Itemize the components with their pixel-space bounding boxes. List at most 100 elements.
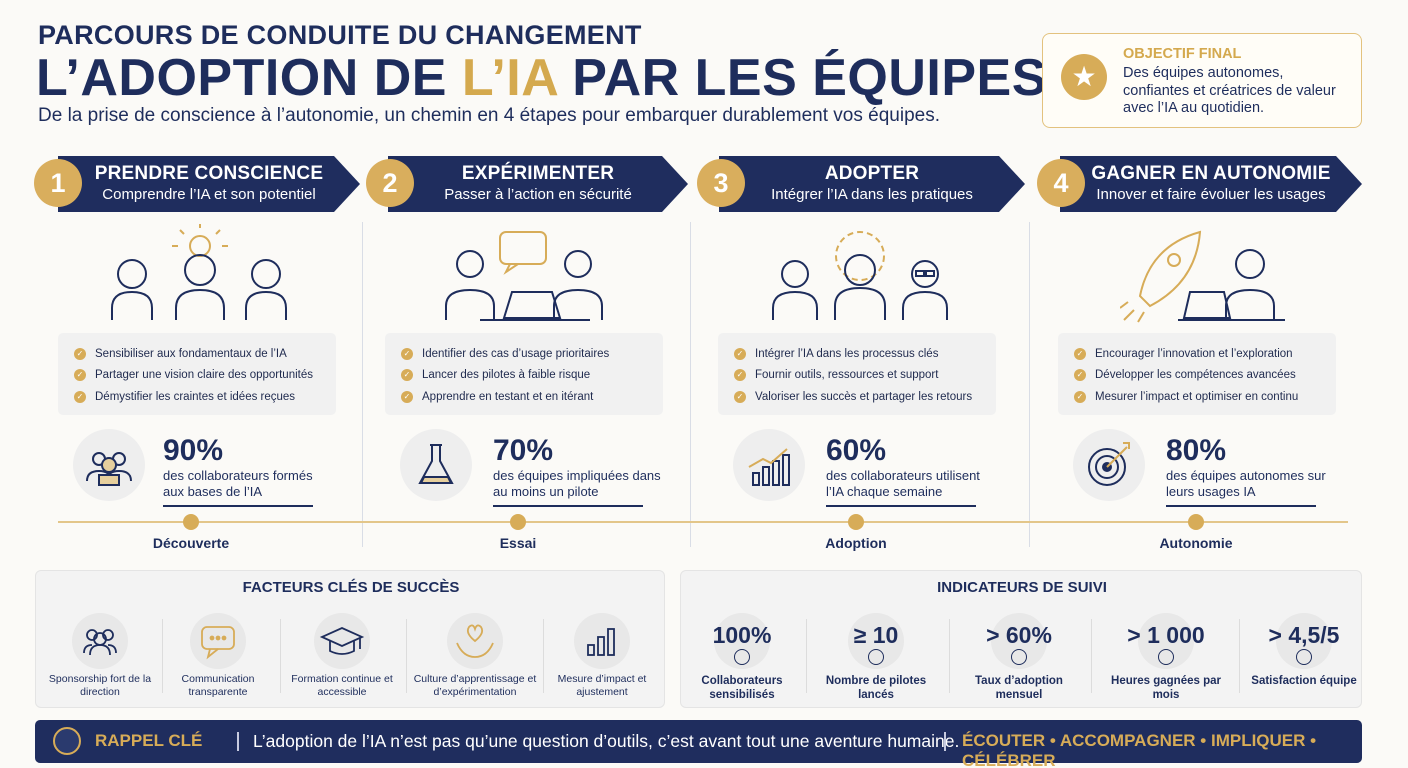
column-divider: [1029, 222, 1030, 547]
step-1-number: 1: [34, 159, 82, 207]
stage-label: Autonomie: [1159, 535, 1233, 551]
step-3-number: 3: [697, 159, 745, 207]
underline: [493, 505, 643, 507]
underline: [1166, 505, 1316, 507]
step-4-number: 4: [1037, 159, 1085, 207]
list-item: ✓ Encourager l’innovation et l’exploratio…: [1074, 343, 1336, 365]
reminder-motto: ÉCOUTER • ACCOMPAGNER • IMPLIQUER • CÉLÉ…: [962, 731, 1317, 768]
step-2-stat-text: des équipes impliquées dans au moins un …: [493, 468, 661, 499]
factor-label: Culture d’apprentissage et d’expérimenta…: [413, 673, 537, 698]
list-item-label: Partager une vision claire des opportuni…: [95, 369, 313, 382]
kpi-glyph-icon: [868, 649, 884, 665]
reminder-label: RAPPEL CLÉ: [95, 731, 203, 750]
kpi-glyph-icon: [1158, 649, 1174, 665]
check-icon: ✓: [401, 347, 413, 360]
step-2-title: EXPÉRIMENTER: [461, 163, 615, 184]
timeline-dot: [510, 514, 526, 530]
leaders-icon: [72, 613, 128, 669]
check-icon: ✓: [734, 390, 746, 403]
column-divider: [690, 222, 691, 547]
underline: [826, 505, 976, 507]
step-3-title: ADOPTER: [824, 163, 920, 184]
list-item-label: Fournir outils, ressources et support: [755, 369, 939, 382]
check-icon: ✓: [734, 369, 746, 382]
kpi-item: > 1 000 Heures gagnées par mois: [1108, 613, 1224, 702]
check-icon: ✓: [74, 347, 86, 360]
column-divider: [362, 222, 363, 547]
kpi-value: > 4,5/5: [1268, 622, 1340, 648]
factor-label: Formation continue et accessible: [291, 673, 393, 698]
heart-hands-icon: [447, 613, 503, 669]
factor-item: Sponsorship fort de la direction: [36, 613, 164, 699]
people-lightbulb-icon: [100, 224, 300, 324]
step-4-checklist: ✓ Encourager l’innovation et l’exploratio…: [1058, 333, 1336, 415]
star-icon: ★: [1061, 54, 1107, 100]
timeline: [58, 521, 1348, 523]
step-4-subtitle: Innover et faire évoluer les usages: [1096, 186, 1326, 203]
separator: [806, 619, 807, 693]
group-icon: [73, 429, 145, 501]
kpi-value: > 60%: [986, 622, 1052, 648]
bar-chart-icon: [574, 613, 630, 669]
separator: [949, 619, 950, 693]
list-item: ✓ Lancer des pilotes à faible risque: [401, 365, 663, 387]
flask-icon: [400, 429, 472, 501]
step-4-title: GAGNER EN AUTONOMIE: [1091, 163, 1331, 184]
list-item-label: Valoriser les succès et partager les ret…: [755, 390, 973, 403]
check-icon: ✓: [1074, 369, 1086, 382]
rocket-laptop-icon: [1119, 226, 1290, 326]
kpi-label: Satisfaction équipe: [1251, 675, 1357, 687]
objective-label: OBJECTIF FINAL: [1123, 46, 1242, 62]
step-3-banner: ADOPTER Intégrer l’IA dans les pratiques: [719, 156, 1025, 212]
lightbulb-icon: [53, 727, 81, 755]
step-2-subtitle: Passer à l’action en sécurité: [444, 186, 632, 203]
step-2-checklist: ✓ Identifier des cas d’usage prioritaires…: [385, 333, 663, 415]
kpi-value: ≥ 10: [853, 622, 899, 648]
list-item-label: Développer les compétences avancées: [1095, 369, 1296, 382]
kpi-label: Taux d’adoption mensuel: [975, 675, 1063, 701]
list-item-label: Intégrer l’IA dans les processus clés: [755, 347, 939, 360]
graduation-cap-icon: [314, 613, 370, 669]
check-icon: ✓: [74, 369, 86, 382]
kpi-glyph-icon: [1011, 649, 1027, 665]
kpi-item: > 60% Taux d’adoption mensuel: [961, 613, 1077, 702]
list-item: ✓ Apprendre en testant et en itérant: [401, 386, 663, 408]
kpi-value: > 1 000: [1127, 622, 1205, 648]
list-item-label: Démystifier les craintes et idées reçues: [95, 390, 296, 403]
underline: [163, 505, 313, 507]
separator: [543, 619, 544, 693]
list-item: ✓ Démystifier les craintes et idées reçue…: [74, 386, 336, 408]
stage-label: Découverte: [152, 535, 230, 551]
title-part2: PAR LES ÉQUIPES: [557, 49, 1047, 107]
factor-item: Formation continue et accessible: [278, 613, 406, 699]
success-factors-panel: FACTEURS CLÉS DE SUCCÈS Sponsorship fort…: [35, 570, 665, 708]
factor-item: Communication transparente: [154, 613, 282, 699]
objective-box: ★ OBJECTIF FINAL Des équipes autonomes, …: [1042, 33, 1362, 128]
step-1-checklist: ✓ Sensibiliser aux fondamentaux de l’IA ✓…: [58, 333, 336, 415]
step-3-checklist: ✓ Intégrer l’IA dans les processus clés ✓…: [718, 333, 996, 415]
kpi-glyph-icon: [1296, 649, 1312, 665]
title-part1: L’ADOPTION DE: [36, 49, 462, 107]
kpi-value: 100%: [712, 622, 772, 648]
indicators-title: INDICATEURS DE SUIVI: [937, 579, 1107, 596]
speech-bubble-icon: [190, 613, 246, 669]
team-gear-icon: [765, 226, 955, 326]
list-item-label: Apprendre en testant et en itérant: [422, 390, 594, 403]
separator: [1091, 619, 1092, 693]
kpi-item: ≥ 10 Nombre de pilotes lancés: [818, 613, 934, 702]
list-item-label: Mesurer l’impact et optimiser en continu: [1095, 390, 1299, 403]
factor-label: Mesure d’impact et ajustement: [557, 673, 647, 698]
step-1-stat-value: 90%: [163, 434, 224, 467]
step-3-stat-text: des collaborateurs utilisent l’IA chaque…: [826, 468, 980, 499]
kpi-glyph-icon: [734, 649, 750, 665]
kicker: PARCOURS DE CONDUITE DU CHANGEMENT: [38, 20, 642, 50]
list-item: ✓ Partager une vision claire des opportun…: [74, 365, 336, 387]
key-reminder-banner: RAPPEL CLÉ L’adoption de l’IA n’est pas …: [35, 720, 1362, 768]
step-1-stat-text: des collaborateurs formés aux bases de l…: [163, 468, 313, 499]
success-factors-title: FACTEURS CLÉS DE SUCCÈS: [242, 579, 460, 596]
list-item: ✓ Identifier des cas d’usage prioritaires: [401, 343, 663, 365]
step-2-number: 2: [366, 159, 414, 207]
kpi-item: 100% Collaborateurs sensibilisés: [684, 613, 800, 702]
list-item: ✓ Fournir outils, ressources et support: [734, 365, 996, 387]
step-4-stat-value: 80%: [1166, 434, 1227, 467]
